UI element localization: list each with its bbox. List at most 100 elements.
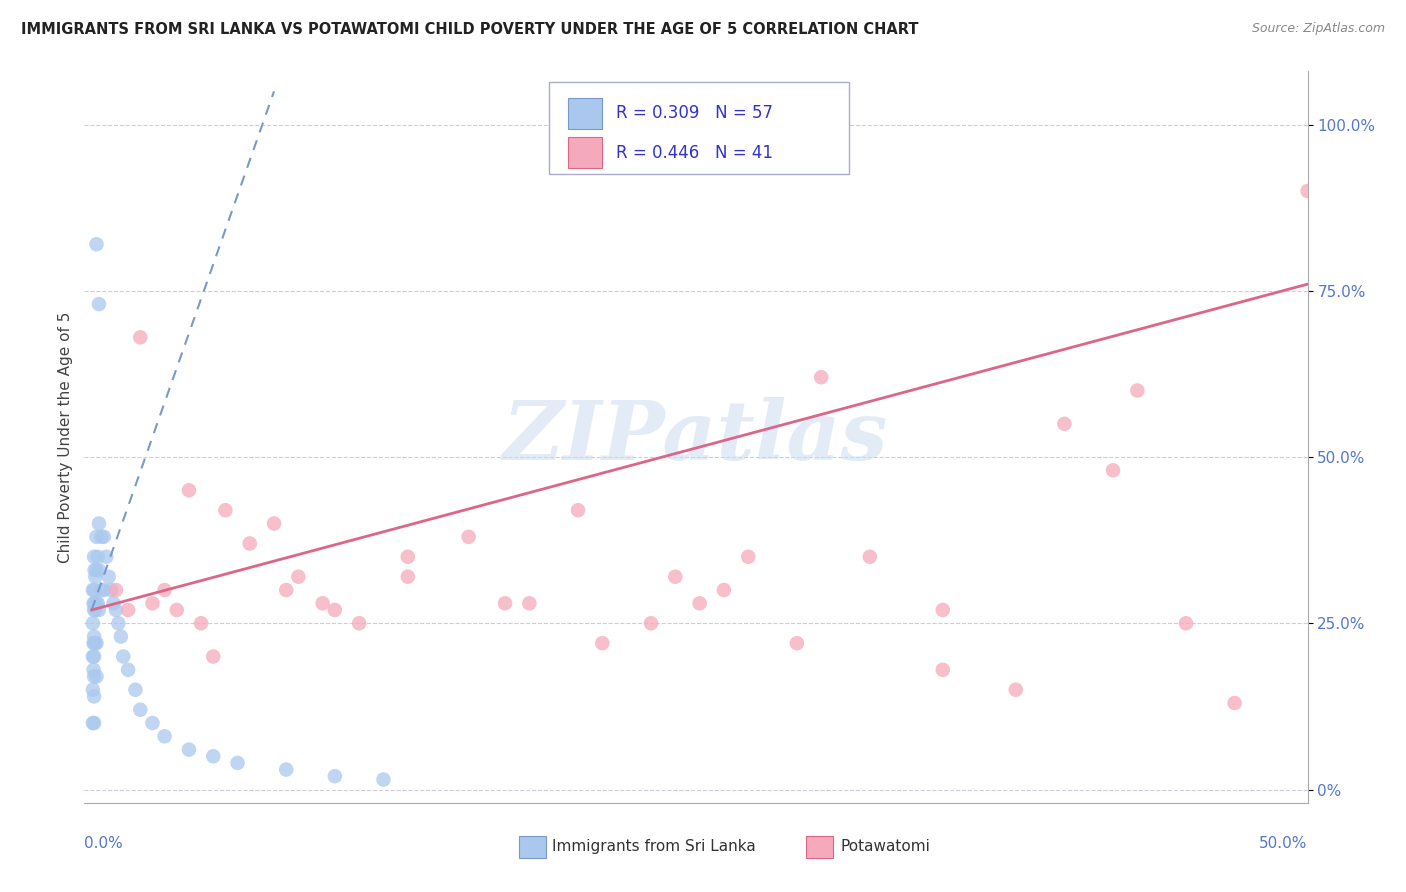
Point — [640, 616, 662, 631]
Point — [786, 636, 808, 650]
Point — [83, 716, 105, 731]
Point — [86, 669, 108, 683]
Point — [107, 616, 129, 631]
Point — [96, 549, 118, 564]
Point — [82, 716, 104, 731]
Point — [202, 749, 225, 764]
Point — [347, 616, 370, 631]
Point — [810, 370, 832, 384]
Point — [494, 596, 516, 610]
Point — [141, 596, 163, 610]
Point — [129, 703, 152, 717]
Point — [103, 596, 125, 610]
Point — [1223, 696, 1246, 710]
Point — [86, 636, 108, 650]
Bar — [519, 836, 546, 858]
Point — [82, 682, 104, 697]
Point — [82, 616, 104, 631]
Point — [83, 690, 105, 704]
Point — [83, 549, 105, 564]
Point — [97, 570, 120, 584]
Bar — [806, 836, 832, 858]
Point — [83, 603, 105, 617]
Point — [86, 563, 108, 577]
Point — [323, 603, 346, 617]
FancyBboxPatch shape — [550, 82, 849, 174]
Point — [166, 603, 188, 617]
Point — [87, 516, 110, 531]
Point — [87, 297, 110, 311]
Point — [859, 549, 882, 564]
Text: R = 0.446   N = 41: R = 0.446 N = 41 — [616, 144, 773, 161]
Point — [93, 530, 115, 544]
Point — [1126, 384, 1149, 398]
Text: Source: ZipAtlas.com: Source: ZipAtlas.com — [1251, 22, 1385, 36]
Point — [287, 570, 309, 584]
Point — [90, 530, 112, 544]
Point — [100, 582, 122, 597]
Point — [84, 636, 107, 650]
Point — [83, 663, 105, 677]
Point — [396, 549, 419, 564]
Point — [83, 596, 105, 610]
Point — [104, 603, 127, 617]
Point — [153, 729, 176, 743]
Point — [263, 516, 285, 531]
Point — [83, 582, 105, 597]
Point — [87, 563, 110, 577]
Point — [1004, 682, 1026, 697]
Point — [110, 630, 132, 644]
Bar — [568, 98, 602, 128]
Point — [82, 582, 104, 597]
Point — [124, 682, 146, 697]
Point — [276, 582, 298, 597]
Point — [713, 582, 735, 597]
Point — [86, 530, 108, 544]
Point — [87, 549, 110, 564]
Point — [177, 483, 200, 498]
Text: Potawatomi: Potawatomi — [841, 839, 931, 855]
Point — [323, 769, 346, 783]
Text: 0.0%: 0.0% — [84, 836, 124, 851]
Point — [90, 582, 112, 597]
Point — [141, 716, 163, 731]
Point — [932, 663, 955, 677]
Point — [83, 636, 105, 650]
Point — [83, 649, 105, 664]
Point — [83, 669, 105, 683]
Point — [1175, 616, 1198, 631]
Point — [93, 582, 115, 597]
Point — [226, 756, 249, 770]
Point — [83, 596, 105, 610]
Point — [87, 596, 110, 610]
Point — [84, 603, 107, 617]
Point — [117, 603, 139, 617]
Point — [129, 330, 152, 344]
Point — [567, 503, 589, 517]
Text: 50.0%: 50.0% — [1260, 836, 1308, 851]
Point — [190, 616, 212, 631]
Point — [177, 742, 200, 756]
Point — [84, 570, 107, 584]
Point — [373, 772, 395, 787]
Point — [457, 530, 479, 544]
Point — [1053, 417, 1076, 431]
Point — [87, 603, 110, 617]
Text: ZIPatlas: ZIPatlas — [503, 397, 889, 477]
Point — [519, 596, 541, 610]
Point — [932, 603, 955, 617]
Point — [112, 649, 135, 664]
Point — [1102, 463, 1125, 477]
Point — [86, 237, 108, 252]
Y-axis label: Child Poverty Under the Age of 5: Child Poverty Under the Age of 5 — [58, 311, 73, 563]
Text: Immigrants from Sri Lanka: Immigrants from Sri Lanka — [551, 839, 755, 855]
Point — [86, 596, 108, 610]
Point — [117, 663, 139, 677]
Bar — [568, 137, 602, 168]
Point — [689, 596, 711, 610]
Point — [591, 636, 613, 650]
Point — [83, 563, 105, 577]
Point — [83, 636, 105, 650]
Point — [396, 570, 419, 584]
Point — [1296, 184, 1319, 198]
